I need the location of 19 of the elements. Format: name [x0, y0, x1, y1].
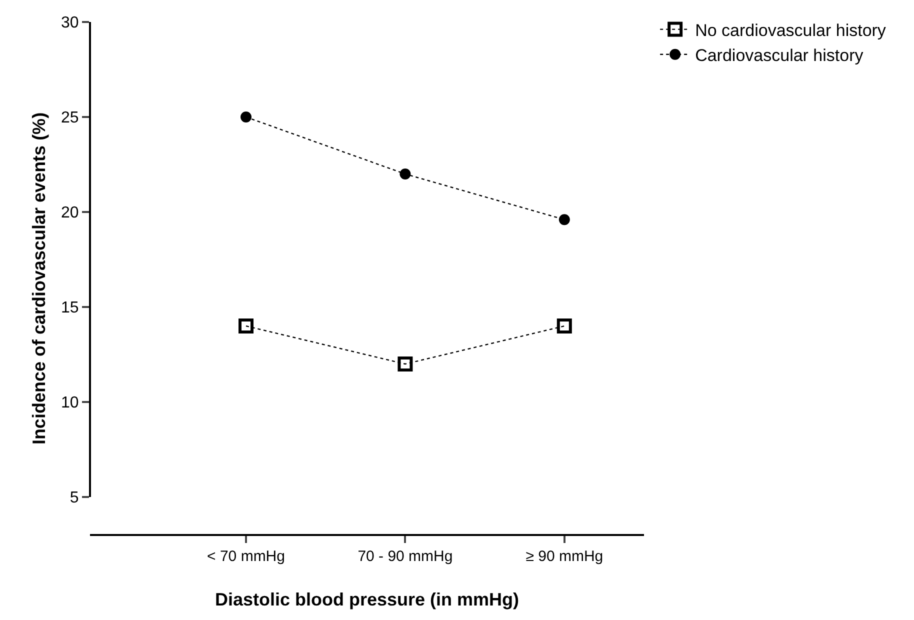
point	[398, 356, 413, 372]
y-tick-label: 20	[61, 204, 79, 222]
y-tick-label: 5	[70, 490, 79, 507]
x-tick-label: < 70 mmHg	[207, 548, 285, 565]
y-axis-title: Incidence of cardiovascular events (%)	[29, 112, 50, 445]
x-axis-title: Diastolic blood pressure (in mmHg)	[214, 590, 520, 610]
x-tick-label: 70 - 90 mmHg	[358, 548, 453, 565]
point	[400, 168, 411, 180]
point	[558, 214, 570, 226]
legend-label: No cardiovascular history	[695, 20, 886, 40]
y-tick-label: 10	[61, 394, 79, 412]
point	[556, 318, 572, 334]
point	[240, 112, 252, 122]
legend-label: Cardiovascular history	[695, 46, 864, 66]
y-tick-label: 30	[61, 14, 79, 32]
x-tick-label: ≥ 90 mmHg	[526, 548, 604, 565]
y-tick-label: 15	[61, 300, 79, 317]
point	[238, 318, 254, 334]
y-tick-label: 25	[61, 110, 79, 127]
